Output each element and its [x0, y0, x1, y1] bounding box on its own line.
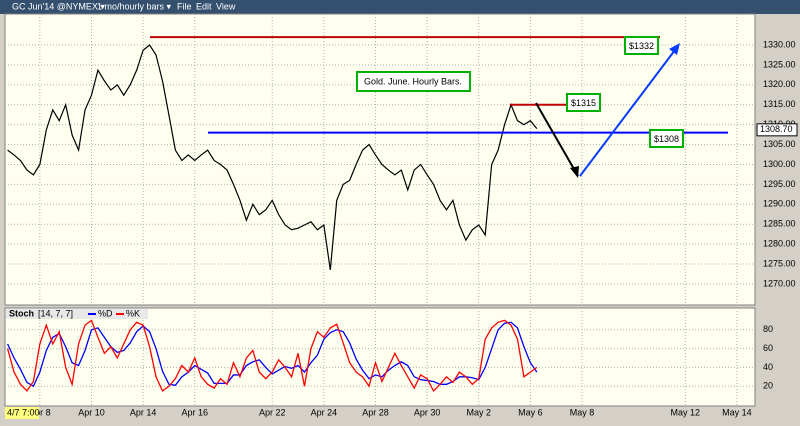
x-tick-label: Apr 14 [130, 407, 157, 417]
level-label-box [649, 129, 684, 148]
chart-title: Gold. June. Hourly Bars. [364, 76, 462, 86]
start-label-box [5, 407, 39, 419]
legend-label: %K [126, 308, 140, 318]
y-tick-label: 1325.00 [763, 59, 796, 69]
last-price-box [756, 123, 798, 137]
y-tick-label: 1305.00 [763, 139, 796, 149]
x-tick-label: Apr 8 [29, 407, 51, 417]
x-tick-label: Apr 28 [362, 407, 389, 417]
x-tick-label: Apr 22 [259, 407, 286, 417]
arrow-head [669, 43, 680, 55]
x-tick-label: May 6 [518, 407, 543, 417]
stoch-title: Stoch [9, 308, 34, 318]
x-tick-label: Apr 10 [78, 407, 105, 417]
level-label-box [624, 36, 659, 55]
level-label: $1315 [571, 98, 596, 108]
series-line [6, 319, 538, 392]
y-tick-label: 1275.00 [763, 258, 796, 268]
period[interactable]: 1 mo/hourly bars ▾ [97, 1, 172, 11]
series-line [6, 321, 538, 388]
y-tick-label: 1300.00 [763, 159, 796, 169]
last-price-label: 1308.70 [760, 124, 793, 134]
level-label: $1308 [654, 134, 679, 144]
menu-file[interactable]: File [177, 1, 192, 11]
y-tick-label: 20 [763, 381, 773, 391]
legend-label: %D [98, 308, 113, 318]
arrow-head [570, 166, 579, 178]
level-label-box [566, 93, 601, 112]
arrow [579, 45, 679, 177]
x-tick-label: May 12 [671, 407, 701, 417]
stoch-params: [14, 7, 7] [38, 308, 73, 318]
x-tick-label: Apr 30 [414, 407, 441, 417]
x-tick-label: May 2 [466, 407, 491, 417]
plot-layer: 1270.00 1275.00 1280.00 1285.00 1290.00 1295.… [5, 14, 798, 419]
price-panel [4, 13, 756, 306]
title-box [356, 71, 471, 92]
x-tick-label: May 14 [722, 407, 752, 417]
y-tick-label: 1315.00 [763, 99, 796, 109]
y-tick-label: 40 [763, 362, 773, 372]
symbol[interactable]: GC Jun'14 @NYMEX ▾ [12, 1, 105, 11]
y-tick-label: 1330.00 [763, 39, 796, 49]
stoch-header [6, 309, 148, 319]
y-tick-label: 60 [763, 343, 773, 353]
x-tick-label: Apr 16 [181, 407, 208, 417]
y-tick-label: 1320.00 [763, 79, 796, 89]
toolbar [0, 0, 800, 14]
x-tick-label: Apr 24 [311, 407, 338, 417]
y-tick-label: 1270.00 [763, 278, 796, 288]
menu-edit[interactable]: Edit [196, 1, 212, 11]
x-tick-label: May 8 [570, 407, 595, 417]
y-tick-label: 1280.00 [763, 238, 796, 248]
series-line [7, 44, 538, 271]
y-tick-label: 1285.00 [763, 219, 796, 229]
arrow [535, 102, 579, 177]
menu-view[interactable]: View [216, 1, 236, 11]
y-tick-label: 1290.00 [763, 199, 796, 209]
y-tick-label: 80 [763, 324, 773, 334]
level-label: $1332 [629, 41, 654, 51]
y-tick-label: 1295.00 [763, 179, 796, 189]
stoch-panel [4, 307, 756, 407]
start-label: 4/7 7:00 [7, 407, 40, 417]
